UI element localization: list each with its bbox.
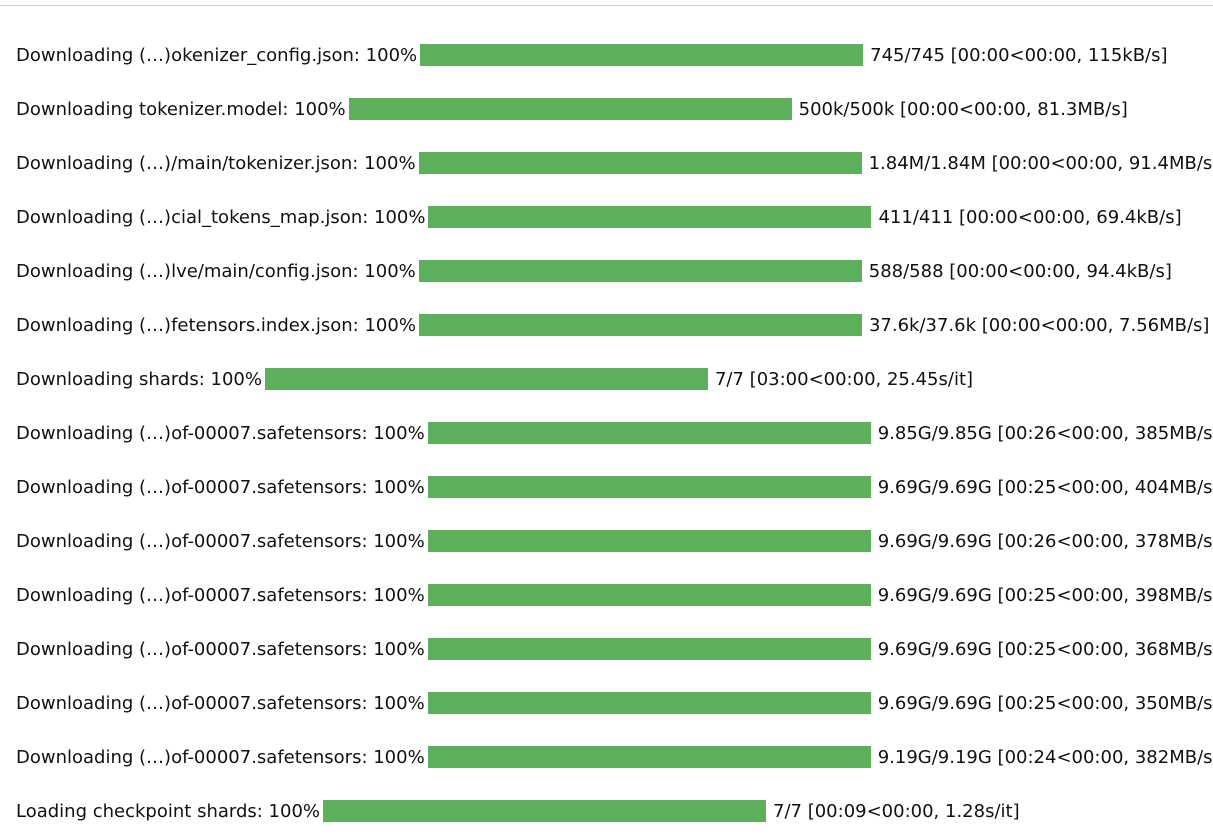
progress-bar [426,691,872,715]
progress-row: Downloading shards: 100% 7/7 [03:00<00:0… [16,352,1206,406]
progress-row: Downloading (…)of-00007.safetensors: 100… [16,460,1213,514]
progress-label: Downloading (…)of-00007.safetensors: 100… [16,530,425,552]
progress-bar [426,529,872,553]
progress-row: Downloading (…)cial_tokens_map.json: 100… [16,190,1206,244]
progress-bar-fill [427,638,871,660]
progress-row: Downloading (…)of-00007.safetensors: 100… [16,406,1213,460]
progress-row: Downloading tokenizer.model: 100% 500k/5… [16,82,1206,136]
progress-label: Downloading (…)of-00007.safetensors: 100… [16,692,425,714]
progress-bar-fill [418,152,862,174]
progress-bar-fill [427,476,871,498]
progress-row: Downloading (…)of-00007.safetensors: 100… [16,568,1213,622]
progress-bar-fill [418,314,862,336]
progress-label: Downloading (…)fetensors.index.json: 100… [16,314,416,336]
progress-stats: 588/588 [00:00<00:00, 94.4kB/s] [868,260,1172,282]
progress-bar-fill [427,530,871,552]
cell-output: Downloading (…)okenizer_config.json: 100… [16,28,1213,834]
progress-label: Downloading (…)/main/tokenizer.json: 100… [16,152,416,174]
progress-stats: 500k/500k [00:00<00:00, 81.3MB/s] [798,98,1128,120]
progress-bar-fill [418,260,862,282]
progress-row: Downloading (…)of-00007.safetensors: 100… [16,514,1213,568]
progress-label: Loading checkpoint shards: 100% [16,800,321,822]
progress-stats: 411/411 [00:00<00:00, 69.4kB/s] [878,206,1182,228]
progress-label: Downloading (…)of-00007.safetensors: 100… [16,476,425,498]
progress-label: Downloading (…)of-00007.safetensors: 100… [16,746,425,768]
progress-label: Downloading (…)of-00007.safetensors: 100… [16,638,425,660]
progress-label: Downloading (…)of-00007.safetensors: 100… [16,584,425,606]
progress-bar [417,151,863,175]
progress-bar [426,745,872,769]
progress-bar-fill [420,44,864,66]
progress-stats: 7/7 [03:00<00:00, 25.45s/it] [714,368,974,390]
progress-label: Downloading (…)lve/main/config.json: 100… [16,260,416,282]
progress-label: Downloading tokenizer.model: 100% [16,98,346,120]
progress-bar [426,421,872,445]
progress-stats: 9.69G/9.69G [00:25<00:00, 404MB/s] [877,476,1213,498]
progress-row: Downloading (…)/main/tokenizer.json: 100… [16,136,1213,190]
progress-bar-fill [427,746,871,768]
progress-bar-fill [323,800,767,822]
progress-bar-fill [427,584,871,606]
progress-row: Downloading (…)lve/main/config.json: 100… [16,244,1206,298]
progress-bar [427,205,873,229]
progress-label: Downloading shards: 100% [16,368,262,390]
progress-bar-fill [428,206,872,228]
progress-stats: 9.69G/9.69G [00:25<00:00, 368MB/s] [877,638,1213,660]
progress-bar-fill [348,98,792,120]
progress-bar [426,637,872,661]
progress-bar [417,313,863,337]
progress-label: Downloading (…)okenizer_config.json: 100… [16,44,418,66]
progress-stats: 9.19G/9.19G [00:24<00:00, 382MB/s] [877,746,1213,768]
progress-stats: 7/7 [00:09<00:00, 1.28s/it] [773,800,1020,822]
progress-stats: 37.6k/37.6k [00:00<00:00, 7.56MB/s] [868,314,1210,336]
progress-stats: 9.69G/9.69G [00:25<00:00, 350MB/s] [877,692,1213,714]
progress-row: Downloading (…)fetensors.index.json: 100… [16,298,1209,352]
progress-row: Downloading (…)of-00007.safetensors: 100… [16,676,1213,730]
output-top-border [0,5,1213,6]
progress-bar [263,367,709,391]
progress-bar [347,97,793,121]
progress-stats: 745/745 [00:00<00:00, 115kB/s] [870,44,1168,66]
progress-bar-fill [264,368,708,390]
progress-bar [426,583,872,607]
progress-bar-fill [427,422,871,444]
progress-stats: 9.69G/9.69G [00:26<00:00, 378MB/s] [877,530,1213,552]
progress-bar [419,43,865,67]
progress-row: Downloading (…)of-00007.safetensors: 100… [16,730,1213,784]
progress-stats: 1.84M/1.84M [00:00<00:00, 91.4MB/s] [868,152,1213,174]
progress-row: Downloading (…)okenizer_config.json: 100… [16,28,1206,82]
progress-bar-fill [427,692,871,714]
progress-label: Downloading (…)cial_tokens_map.json: 100… [16,206,426,228]
progress-row: Downloading (…)of-00007.safetensors: 100… [16,622,1213,676]
progress-bar [426,475,872,499]
progress-bar [417,259,863,283]
progress-row: Loading checkpoint shards: 100% 7/7 [00:… [16,784,1206,834]
progress-stats: 9.85G/9.85G [00:26<00:00, 385MB/s] [877,422,1213,444]
progress-bar [322,799,768,823]
progress-label: Downloading (…)of-00007.safetensors: 100… [16,422,425,444]
progress-stats: 9.69G/9.69G [00:25<00:00, 398MB/s] [877,584,1213,606]
